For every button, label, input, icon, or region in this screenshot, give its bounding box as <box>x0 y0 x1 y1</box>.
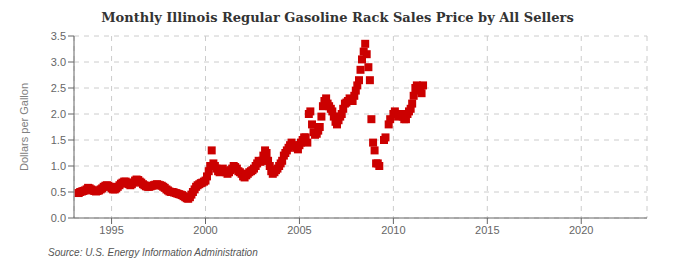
svg-text:2.5: 2.5 <box>51 82 66 94</box>
svg-text:Dollars per Gallon: Dollars per Gallon <box>18 83 30 171</box>
svg-text:1.5: 1.5 <box>51 134 66 146</box>
svg-text:1.0: 1.0 <box>51 160 66 172</box>
svg-text:3.0: 3.0 <box>51 56 66 68</box>
svg-text:2000: 2000 <box>193 224 217 236</box>
svg-text:1995: 1995 <box>99 224 123 236</box>
svg-text:0.5: 0.5 <box>51 186 66 198</box>
svg-text:0.0: 0.0 <box>51 212 66 224</box>
html-text:Monthly Illinois Regular Gasol: Monthly Illinois Regular Gasoline Rack S… <box>101 10 574 25</box>
svg-text:2.0: 2.0 <box>51 108 66 120</box>
html-text:Source: U.S. Energy Informatio: Source: U.S. Energy Information Administ… <box>48 247 258 258</box>
svg-text:2015: 2015 <box>475 224 499 236</box>
svg-text:2010: 2010 <box>381 224 405 236</box>
svg-text:2020: 2020 <box>569 224 593 236</box>
svg-text:3.5: 3.5 <box>51 30 66 42</box>
svg-text:2005: 2005 <box>287 224 311 236</box>
